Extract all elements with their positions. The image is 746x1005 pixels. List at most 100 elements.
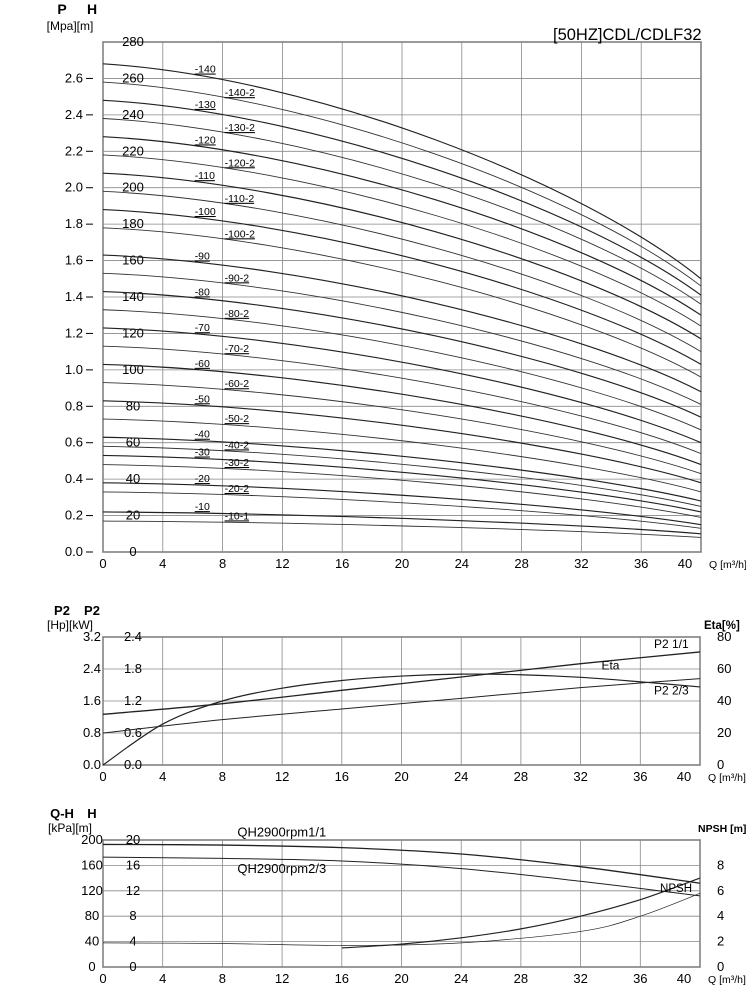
svg-text:0: 0 xyxy=(717,757,724,772)
svg-text:32: 32 xyxy=(573,971,587,986)
svg-text:32: 32 xyxy=(574,556,588,571)
svg-text:80: 80 xyxy=(717,629,731,644)
svg-text:0.8: 0.8 xyxy=(83,725,101,740)
svg-text:2.4: 2.4 xyxy=(124,629,142,644)
svg-text:-70-2: -70-2 xyxy=(225,343,250,355)
svg-text:-130-2: -130-2 xyxy=(225,122,256,134)
svg-text:60: 60 xyxy=(717,661,731,676)
svg-text:-70: -70 xyxy=(195,322,210,334)
svg-text:32: 32 xyxy=(573,769,587,784)
svg-text:NPSH: NPSH xyxy=(660,883,692,895)
svg-text:16: 16 xyxy=(126,857,140,872)
svg-text:-80-2: -80-2 xyxy=(225,308,250,320)
svg-text:40: 40 xyxy=(677,971,691,986)
svg-text:Q-H: Q-H xyxy=(50,806,74,821)
svg-text:40: 40 xyxy=(717,693,731,708)
svg-text:-10-1: -10-1 xyxy=(225,510,250,522)
svg-text:160: 160 xyxy=(122,253,144,268)
svg-text:24: 24 xyxy=(454,769,468,784)
svg-text:12: 12 xyxy=(275,769,289,784)
svg-text:0.6: 0.6 xyxy=(124,725,142,740)
svg-text:-50-2: -50-2 xyxy=(225,413,250,425)
svg-text:-30: -30 xyxy=(195,447,210,459)
svg-text:36: 36 xyxy=(633,971,647,986)
svg-text:36: 36 xyxy=(633,769,647,784)
svg-text:80: 80 xyxy=(85,908,99,923)
svg-text:-140-2: -140-2 xyxy=(225,87,256,99)
svg-text:H: H xyxy=(87,1,97,17)
svg-text:20: 20 xyxy=(126,508,140,523)
svg-text:0: 0 xyxy=(717,959,724,974)
svg-text:6: 6 xyxy=(717,883,724,898)
svg-text:12: 12 xyxy=(275,971,289,986)
svg-text:8: 8 xyxy=(717,857,724,872)
svg-text:20: 20 xyxy=(717,725,731,740)
svg-text:0.0: 0.0 xyxy=(124,757,142,772)
svg-text:20: 20 xyxy=(395,556,409,571)
svg-text:260: 260 xyxy=(122,70,144,85)
svg-text:1.8: 1.8 xyxy=(65,216,83,231)
svg-text:0.4: 0.4 xyxy=(65,471,83,486)
svg-text:4: 4 xyxy=(159,769,166,784)
svg-text:Q [m³/h]: Q [m³/h] xyxy=(708,772,746,784)
svg-text:120: 120 xyxy=(122,325,144,340)
svg-text:-40-2: -40-2 xyxy=(225,439,250,451)
svg-text:H: H xyxy=(87,806,96,821)
svg-text:-110: -110 xyxy=(195,170,215,182)
svg-text:P2: P2 xyxy=(84,603,100,618)
svg-text:-100: -100 xyxy=(195,206,216,218)
svg-text:-50: -50 xyxy=(195,393,210,405)
svg-text:4: 4 xyxy=(159,971,166,986)
svg-text:1.2: 1.2 xyxy=(65,325,83,340)
svg-text:-60-2: -60-2 xyxy=(225,378,250,390)
svg-text:8: 8 xyxy=(219,556,226,571)
svg-text:Eta: Eta xyxy=(601,658,619,672)
svg-text:8: 8 xyxy=(219,769,226,784)
svg-text:200: 200 xyxy=(81,832,103,847)
svg-text:-90-2: -90-2 xyxy=(225,272,250,284)
svg-text:16: 16 xyxy=(335,556,349,571)
svg-text:-140: -140 xyxy=(195,64,216,76)
svg-text:[50HZ]CDL/CDLF32: [50HZ]CDL/CDLF32 xyxy=(553,26,702,44)
svg-text:120: 120 xyxy=(81,883,103,898)
svg-text:-110-2: -110-2 xyxy=(225,193,255,205)
svg-text:0.6: 0.6 xyxy=(65,435,83,450)
svg-text:12: 12 xyxy=(126,883,140,898)
svg-text:40: 40 xyxy=(85,934,99,949)
svg-text:8: 8 xyxy=(219,971,226,986)
svg-text:4: 4 xyxy=(717,908,724,923)
svg-text:P2 1/1: P2 1/1 xyxy=(654,637,689,651)
svg-text:0: 0 xyxy=(99,556,106,571)
svg-text:-80: -80 xyxy=(195,286,210,298)
svg-text:40: 40 xyxy=(677,769,691,784)
svg-text:28: 28 xyxy=(514,971,528,986)
svg-text:160: 160 xyxy=(81,857,103,872)
svg-text:QH2900rpm1/1: QH2900rpm1/1 xyxy=(237,824,326,839)
svg-text:1.4: 1.4 xyxy=(65,289,83,304)
svg-text:2.0: 2.0 xyxy=(65,180,83,195)
svg-text:140: 140 xyxy=(122,289,144,304)
svg-text:2.2: 2.2 xyxy=(65,143,83,158)
svg-text:1.6: 1.6 xyxy=(83,693,101,708)
svg-text:-120: -120 xyxy=(195,134,216,146)
svg-text:-20-2: -20-2 xyxy=(225,483,250,495)
svg-text:280: 280 xyxy=(122,34,144,49)
svg-text:36: 36 xyxy=(634,556,648,571)
svg-text:2.6: 2.6 xyxy=(65,70,83,85)
svg-text:0: 0 xyxy=(99,971,106,986)
svg-text:-40: -40 xyxy=(195,429,210,441)
svg-text:0.8: 0.8 xyxy=(65,398,83,413)
svg-text:24: 24 xyxy=(454,971,468,986)
svg-text:16: 16 xyxy=(335,971,349,986)
svg-text:16: 16 xyxy=(335,769,349,784)
svg-text:-60: -60 xyxy=(195,358,210,370)
svg-text:-30-2: -30-2 xyxy=(225,457,250,469)
svg-text:-10: -10 xyxy=(195,501,210,513)
svg-text:QH2900rpm2/3: QH2900rpm2/3 xyxy=(237,861,326,876)
svg-text:0.0: 0.0 xyxy=(65,544,83,559)
svg-text:NPSH [m]: NPSH [m] xyxy=(698,823,746,835)
svg-text:2.4: 2.4 xyxy=(65,107,83,122)
svg-text:100: 100 xyxy=(122,362,144,377)
svg-text:0: 0 xyxy=(129,959,136,974)
svg-text:4: 4 xyxy=(159,556,166,571)
